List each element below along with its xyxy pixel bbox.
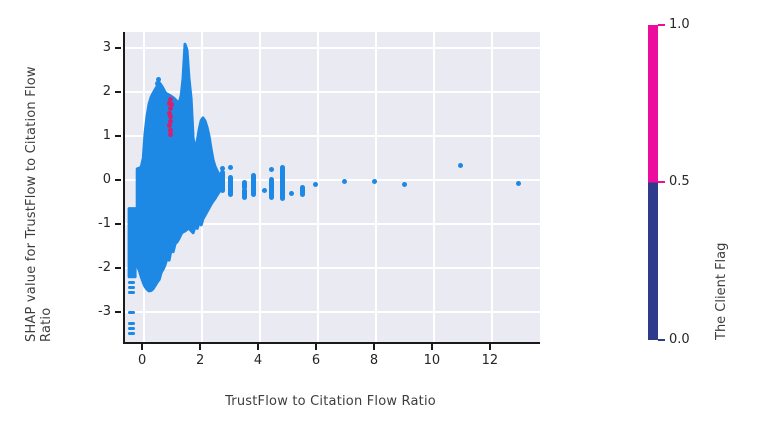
- data-point: [516, 180, 522, 186]
- data-streak: [251, 172, 257, 198]
- data-point: [169, 101, 175, 107]
- y-tick: [115, 134, 121, 137]
- data-dash: [128, 290, 136, 294]
- y-tick: [115, 267, 121, 270]
- data-streak: [220, 169, 226, 193]
- y-tick-label: 3: [102, 39, 111, 55]
- data-streak: [227, 175, 233, 198]
- colorbar-tick: [658, 24, 665, 26]
- data-streak: [269, 177, 275, 200]
- x-tick: [488, 344, 491, 350]
- gridline-x: [317, 32, 319, 342]
- x-tick: [372, 344, 375, 350]
- data-dash: [128, 322, 136, 326]
- data-point: [167, 97, 173, 103]
- gridline-x: [432, 32, 435, 342]
- data-point: [168, 114, 174, 120]
- data-streak: [279, 165, 285, 201]
- data-point: [166, 101, 172, 107]
- y-tick: [115, 46, 121, 49]
- data-point: [167, 122, 173, 128]
- y-tick: [115, 178, 121, 181]
- gridline-y: [125, 267, 540, 270]
- y-axis-label: SHAP value for TrustFlow to Citation Flo…: [24, 66, 54, 342]
- data-point: [154, 81, 160, 87]
- y-tick-label: 2: [102, 83, 111, 99]
- dense-cluster-svg: [127, 42, 221, 293]
- data-point: [167, 118, 173, 124]
- data-point: [269, 167, 275, 173]
- y-tick: [115, 90, 121, 93]
- data-point: [372, 179, 378, 185]
- colorbar-tick: [658, 180, 665, 183]
- colorbar-tick-label: 0.5: [669, 173, 690, 189]
- x-tick-label: 4: [253, 353, 263, 368]
- data-point: [313, 181, 319, 187]
- gridline-y: [125, 222, 540, 225]
- data-dash: [128, 326, 136, 330]
- client-flag-0-left-strip-silhouette: [127, 207, 137, 279]
- gridline-y: [125, 311, 540, 314]
- data-point: [167, 132, 173, 138]
- x-tick-label: 10: [423, 353, 441, 368]
- colorbar-tick: [658, 339, 665, 341]
- data-point: [342, 179, 348, 185]
- gridline-y: [125, 46, 540, 49]
- colorbar-gradient: [648, 25, 658, 340]
- gridline-x: [374, 32, 377, 342]
- gridline-y: [125, 134, 540, 137]
- colorbar-tick-label: 1.0: [669, 17, 690, 32]
- y-tick-label: -2: [98, 260, 111, 276]
- data-point: [167, 106, 173, 112]
- data-point: [458, 163, 464, 169]
- data-point: [262, 187, 268, 193]
- gridline-y: [125, 178, 540, 181]
- gridline-x: [259, 32, 262, 342]
- data-point: [167, 110, 173, 116]
- gridline-x: [490, 32, 493, 342]
- data-point: [401, 182, 407, 188]
- plot-area: [123, 32, 540, 344]
- x-tick: [199, 344, 202, 350]
- data-dash: [128, 285, 136, 289]
- data-point: [156, 77, 162, 83]
- colorbar-label: The Client Flag: [714, 242, 729, 340]
- x-tick: [257, 344, 260, 350]
- x-axis-label: TrustFlow to Citation Flow Ratio: [225, 394, 436, 409]
- y-tick-label: 0: [102, 171, 111, 187]
- data-dash: [128, 331, 136, 335]
- y-tick-label: 1: [102, 127, 111, 143]
- data-point: [227, 165, 233, 171]
- x-tick: [430, 344, 433, 350]
- data-point: [288, 190, 294, 196]
- data-dash: [128, 281, 136, 285]
- x-tick: [141, 344, 144, 350]
- y-tick: [115, 311, 121, 314]
- client-flag-0-dense-mass-silhouette: [135, 42, 221, 293]
- data-point: [220, 165, 226, 171]
- colorbar-tick-label: 0.0: [669, 332, 690, 347]
- gridline-y: [125, 90, 540, 93]
- x-tick-label: 2: [195, 353, 205, 368]
- data-streak: [241, 179, 247, 191]
- data-streak: [299, 184, 305, 198]
- x-tick-label: 12: [481, 353, 499, 368]
- y-tick: [115, 222, 121, 225]
- x-tick: [315, 344, 317, 350]
- x-tick-label: 8: [369, 353, 379, 368]
- x-tick-label: 0: [137, 353, 147, 368]
- data-dash: [128, 310, 136, 314]
- y-tick-label: -3: [98, 304, 111, 320]
- data-streak: [241, 188, 247, 200]
- data-point: [167, 127, 173, 133]
- y-tick-label: -1: [98, 215, 111, 231]
- x-tick-label: 6: [311, 353, 321, 368]
